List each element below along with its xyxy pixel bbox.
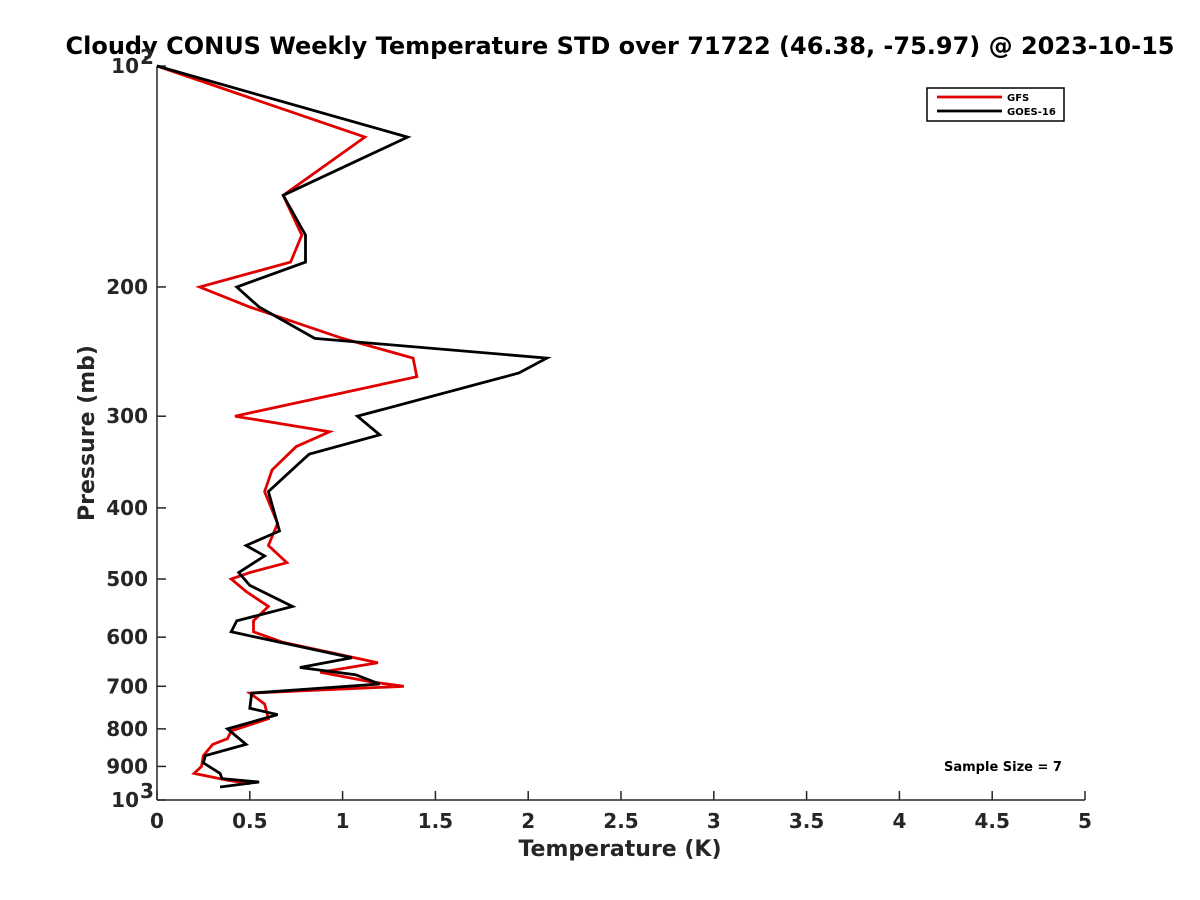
legend: GFS GOES-16 <box>926 87 1065 122</box>
x-tick-label: 4 <box>892 809 906 833</box>
y-tick-label: 900 <box>106 754 148 778</box>
series-line-goes-16 <box>156 64 552 789</box>
axes: 0 0.5 1 1.5 2 2.5 3 3.5 4 4.5 510 22003004005006007… <box>106 45 1092 833</box>
x-tick-label: 2 <box>521 809 535 833</box>
x-tick-label: 0 <box>150 809 164 833</box>
x-axis-label: Temperature (K) <box>518 837 721 862</box>
y-tick-label: 700 <box>106 674 148 698</box>
x-tick-label: 1.5 <box>418 809 453 833</box>
series-line-gfs <box>156 64 419 785</box>
x-tick-label: 3.5 <box>789 809 824 833</box>
y-tick-superscript: 2 <box>140 45 154 69</box>
y-tick-label: 500 <box>106 567 148 591</box>
legend-box <box>926 87 1065 122</box>
y-tick-label: 400 <box>106 496 148 520</box>
x-tick-label: 5 <box>1078 809 1092 833</box>
y-tick-label: 800 <box>106 717 148 741</box>
y-tick-superscript: 3 <box>140 779 154 803</box>
y-axis-label: Pressure (mb) <box>75 345 100 521</box>
y-tick-label: 600 <box>106 625 148 649</box>
sample-size-annotation: Sample Size = 7 <box>944 760 1062 775</box>
legend-label: GFS <box>1007 93 1029 104</box>
x-tick-label: 4.5 <box>974 809 1009 833</box>
y-tick-label: 10 <box>111 788 139 812</box>
chart-title: Cloudy CONUS Weekly Temperature STD over… <box>66 32 1175 60</box>
series-layer <box>156 64 552 789</box>
y-tick-label: 300 <box>106 404 148 428</box>
x-tick-label: 3 <box>707 809 721 833</box>
x-tick-label: 1 <box>336 809 350 833</box>
y-tick-label: 10 <box>111 54 139 78</box>
x-tick-label: 0.5 <box>232 809 267 833</box>
legend-label: GOES-16 <box>1007 107 1056 118</box>
x-tick-label: 2.5 <box>603 809 638 833</box>
y-tick-label: 200 <box>106 275 148 299</box>
